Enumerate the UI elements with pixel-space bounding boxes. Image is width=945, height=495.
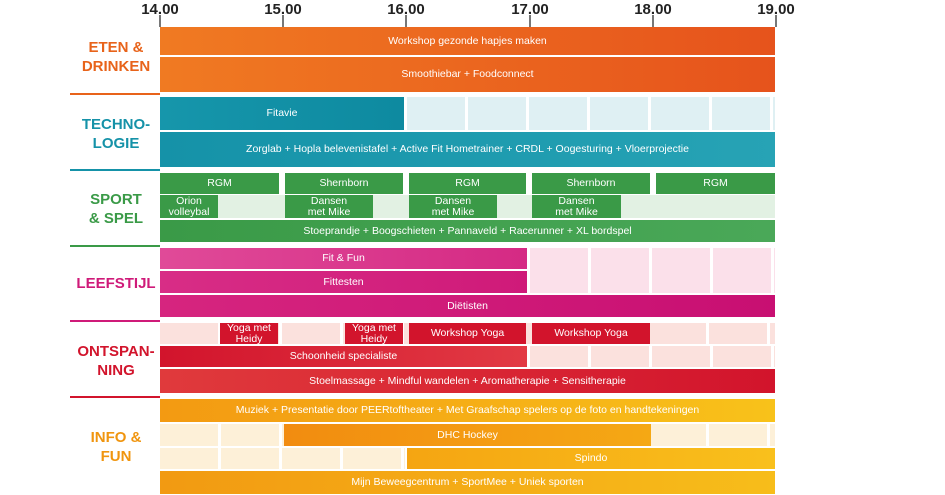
event-yoga-met-heidy[interactable]: Yoga met Heidy	[345, 322, 403, 344]
tick	[652, 15, 654, 27]
category-ontspanning: ONTSPAN- NING	[77, 343, 155, 379]
time-1900: 19.00	[757, 1, 795, 18]
category-leefstijl: LEEFSTIJL	[76, 275, 156, 292]
event-dietisten[interactable]: Diëtisten	[160, 295, 775, 317]
time-1500: 15.00	[264, 1, 302, 18]
event-smoothiebar[interactable]: Smoothiebar + Foodconnect	[160, 57, 775, 92]
empty-slot	[407, 97, 775, 130]
event-fitavie[interactable]: Fitavie	[160, 97, 404, 130]
empty-slot	[530, 346, 775, 367]
time-1700: 17.00	[511, 1, 549, 18]
category-eten-drinken: ETEN & DRINKEN	[81, 39, 151, 75]
event-dhc-hockey[interactable]: DHC Hockey	[284, 424, 651, 446]
event-spindo[interactable]: Spindo	[407, 448, 775, 469]
divider	[70, 245, 160, 247]
event-info-row[interactable]: Muziek + Presentatie door PEERtoftheater…	[160, 399, 775, 422]
divider	[70, 320, 160, 322]
time-1400: 14.00	[141, 1, 179, 18]
time-1800: 18.00	[634, 1, 672, 18]
tick	[282, 15, 284, 27]
event-rgm[interactable]: RGM	[409, 173, 526, 194]
event-fittesten[interactable]: Fittesten	[160, 271, 527, 293]
divider	[70, 396, 160, 398]
time-1600: 16.00	[387, 1, 425, 18]
tick	[405, 15, 407, 27]
divider	[70, 93, 160, 95]
empty-slot	[160, 448, 405, 469]
event-orion-volleybal[interactable]: Orion volleybal	[160, 195, 218, 218]
event-dansen-met-mike[interactable]: Dansen met Mike	[409, 195, 497, 218]
event-workshop-yoga[interactable]: Workshop Yoga	[409, 323, 526, 344]
tick	[775, 15, 777, 27]
event-info-last-row[interactable]: Mijn Beweegcentrum + SportMee + Uniek sp…	[160, 471, 775, 494]
event-workshop-yoga[interactable]: Workshop Yoga	[532, 323, 650, 344]
event-technologie-row[interactable]: Zorglab + Hopla belevenistafel + Active …	[160, 132, 775, 167]
empty-slot	[530, 248, 775, 293]
event-rgm[interactable]: RGM	[656, 173, 775, 194]
event-shernborn[interactable]: Shernborn	[532, 173, 650, 194]
tick	[529, 15, 531, 27]
event-dansen-met-mike[interactable]: Dansen met Mike	[532, 195, 621, 218]
event-sport-row[interactable]: Stoeprandje + Boogschieten + Pannaveld +…	[160, 220, 775, 242]
tick	[159, 15, 161, 27]
event-schoonheid-specialiste[interactable]: Schoonheid specialiste	[160, 346, 527, 367]
event-yoga-met-heidy[interactable]: Yoga met Heidy	[220, 322, 278, 344]
category-sport-spel: SPORT & SPEL	[88, 191, 144, 227]
category-info-fun: INFO & FUN	[90, 429, 142, 465]
event-fit-fun[interactable]: Fit & Fun	[160, 248, 527, 269]
divider	[70, 169, 160, 171]
event-dansen-met-mike[interactable]: Dansen met Mike	[285, 195, 373, 218]
event-ontspanning-row[interactable]: Stoelmassage + Mindful wandelen + Aromat…	[160, 369, 775, 393]
category-technologie: TECHNO- LOGIE	[81, 116, 151, 152]
event-workshop-gezonde-hapjes[interactable]: Workshop gezonde hapjes maken	[160, 27, 775, 55]
event-shernborn[interactable]: Shernborn	[285, 173, 403, 194]
event-rgm[interactable]: RGM	[160, 173, 279, 194]
